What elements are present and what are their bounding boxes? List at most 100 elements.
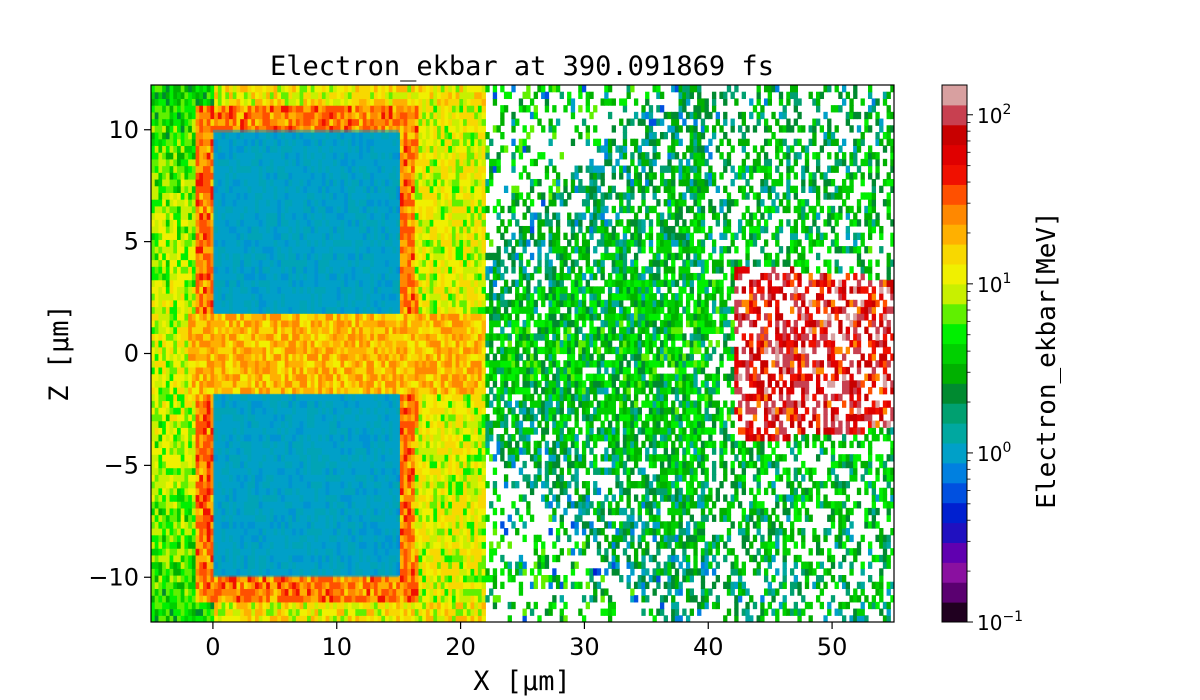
heat-cell: [151, 178, 156, 187]
heat-cell: [188, 588, 193, 596]
heat-cell: [188, 279, 193, 287]
heat-cell: [262, 615, 267, 622]
heat-cell: [203, 548, 208, 556]
heat-cell: [177, 313, 182, 321]
heat-cell: [340, 319, 345, 328]
heat-cell: [173, 521, 178, 529]
heat-cell: [195, 145, 200, 153]
heat-cell: [355, 387, 360, 395]
heat-cell: [229, 353, 234, 361]
heat-cell: [184, 91, 189, 100]
heat-cell: [191, 131, 197, 140]
heat-cell: [169, 239, 174, 247]
heat-cell: [184, 494, 189, 502]
heat-cell: [355, 111, 360, 120]
heat-cell: [191, 615, 197, 622]
heat-cell: [292, 387, 297, 395]
heat-cell: [217, 373, 223, 381]
heat-cell: [206, 440, 212, 449]
heat-cell: [340, 98, 345, 106]
heat-cell: [240, 575, 245, 583]
heat-cell: [295, 319, 301, 328]
heat-cell: [199, 152, 204, 160]
heat-cell: [370, 118, 375, 126]
heat-cell: [340, 313, 345, 321]
heat-cell: [284, 319, 290, 328]
heat-cell: [377, 380, 382, 388]
heat-cell: [321, 360, 327, 368]
heat-cell: [195, 554, 200, 563]
heat-cell: [188, 306, 193, 314]
heat-cell: [355, 98, 360, 106]
heat-cell: [173, 252, 178, 261]
heat-cell: [273, 85, 278, 93]
heat-cell: [355, 588, 360, 596]
heat-cell: [307, 326, 312, 334]
heat-cell: [362, 326, 368, 334]
heat-cell: [180, 165, 186, 173]
heat-cell: [199, 440, 204, 449]
heat-cell: [191, 293, 197, 301]
heat-cell: [232, 575, 238, 583]
heat-cell: [180, 427, 186, 435]
heat-cell: [173, 172, 178, 180]
heat-cell: [165, 158, 171, 167]
heat-cell: [277, 105, 282, 113]
heat-cell: [162, 293, 167, 301]
heat-cell: [206, 413, 212, 422]
heat-cell: [199, 474, 204, 482]
heat-cell: [195, 380, 200, 388]
heat-cell: [273, 353, 278, 361]
heat-cell: [203, 521, 208, 529]
heat-cell: [188, 333, 193, 341]
heat-cell: [177, 360, 182, 368]
heat-cell: [240, 595, 245, 603]
heat-cell: [173, 413, 178, 422]
heat-cell: [355, 360, 360, 368]
heat-cell: [329, 387, 334, 395]
heat-cell: [210, 541, 215, 549]
heat-cell: [151, 541, 156, 549]
heat-cell: [199, 353, 204, 361]
heat-cell: [154, 205, 160, 214]
heat-cell: [180, 266, 186, 274]
heat-cell: [191, 400, 197, 408]
heat-cell: [351, 118, 356, 126]
heat-cell: [344, 353, 349, 361]
heat-cell: [180, 232, 186, 240]
heat-cell: [188, 185, 193, 193]
heat-cell: [318, 340, 323, 348]
heat-cell: [195, 521, 200, 529]
heat-cell: [284, 595, 290, 603]
heat-cell: [303, 125, 308, 133]
heat-cell: [277, 615, 282, 622]
heat-cell: [165, 561, 171, 569]
heat-cell: [303, 326, 308, 334]
heat-cell: [177, 474, 182, 482]
heat-cell: [177, 413, 182, 422]
heat-cell: [221, 366, 226, 375]
heat-cell: [169, 380, 174, 388]
heat-cell: [333, 601, 338, 610]
heat-cell: [321, 380, 327, 388]
heat-cell: [240, 366, 245, 375]
heat-cell: [158, 460, 163, 469]
heat-cell: [169, 98, 174, 106]
heat-cell: [188, 131, 193, 140]
heat-cell: [177, 199, 182, 207]
heat-cell: [195, 279, 200, 287]
heat-cell: [310, 387, 316, 395]
heat-cell: [184, 178, 189, 187]
heat-cell: [169, 373, 174, 381]
heat-cell: [158, 588, 163, 596]
heat-cell: [333, 98, 338, 106]
heat-cell: [173, 440, 178, 449]
heat-cell: [221, 595, 226, 603]
heat-cell: [203, 380, 208, 388]
heat-cell: [336, 615, 342, 622]
heat-cell: [362, 387, 368, 395]
heat-cell: [269, 595, 275, 603]
heat-cell: [184, 145, 189, 153]
heat-cell: [229, 319, 234, 328]
heat-cell: [229, 615, 234, 622]
